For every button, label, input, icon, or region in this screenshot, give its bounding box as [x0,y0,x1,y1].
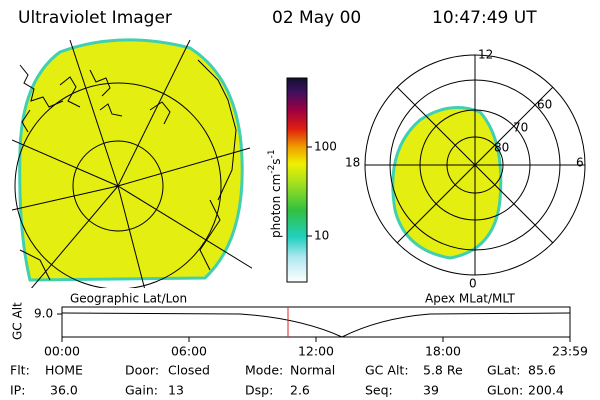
info-value: 2.6 [290,383,310,398]
x-tick-label: 23:59 [552,344,588,359]
info-label: GLon: [487,383,523,398]
info-label: GC Alt: [365,363,409,378]
info-value: 36.0 [50,383,78,398]
info-label: Flt: [10,363,30,378]
title: Ultraviolet Imager [18,8,172,28]
date: 02 May 00 [272,8,361,28]
time: 10:47:49 UT [432,8,537,28]
polar-image [364,54,586,276]
unit: s [269,158,283,164]
y-axis-label: GC Alt [11,302,25,340]
info-panel: Flt: HOME Door: Closed Mode: Normal GC Alt: 5.8… [10,363,564,398]
colorbar-label: photon cm-2s-1 [267,149,283,238]
info-label: Dsp: [245,383,273,398]
info-label: Seq: [365,383,393,398]
info-value: 85.6 [528,363,556,378]
lat-label: 80 [494,141,509,155]
info-value: 13 [168,383,184,398]
mlt-label: 18 [345,156,360,170]
mlt-label: 0 [469,277,477,291]
info-value: HOME [45,363,83,378]
mlt-label: 6 [576,156,584,170]
info-value: 200.4 [528,383,564,398]
colorbar-tick-label: 10 [314,229,329,243]
exponent: -1 [267,149,277,158]
colorbar [286,77,308,283]
map-label: Apex MLat/MLT [425,292,515,306]
x-tick-label: 18:00 [425,344,461,359]
info-value: 39 [423,383,439,398]
x-tick-label: 12:00 [298,344,334,359]
exponent: -2 [267,165,277,174]
x-ticks: 00:00 06:00 12:00 18:00 23:59 [44,337,588,359]
altitude-curve [61,312,571,338]
mlt-label: 12 [478,48,493,62]
x-tick-label: 06:00 [171,344,207,359]
info-value: 5.8 Re [423,363,463,378]
info-value: Closed [168,363,210,378]
info-label: IP: [10,383,25,398]
geo-image [12,38,252,288]
x-tick-label: 00:00 [44,344,80,359]
map-label: Geographic Lat/Lon [70,292,187,306]
lat-label: 70 [513,121,528,135]
lat-label: 60 [537,98,552,112]
altitude-frame [61,306,571,338]
info-label: Door: [125,363,159,378]
unit: photon cm [269,174,283,238]
info-value: Normal [290,363,335,378]
info-label: Gain: [125,383,158,398]
y-tick-label: 9.0 [34,307,53,321]
info-label: Mode: [245,363,283,378]
colorbar-tick-label: 100 [314,140,337,154]
info-label: GLat: [487,363,520,378]
